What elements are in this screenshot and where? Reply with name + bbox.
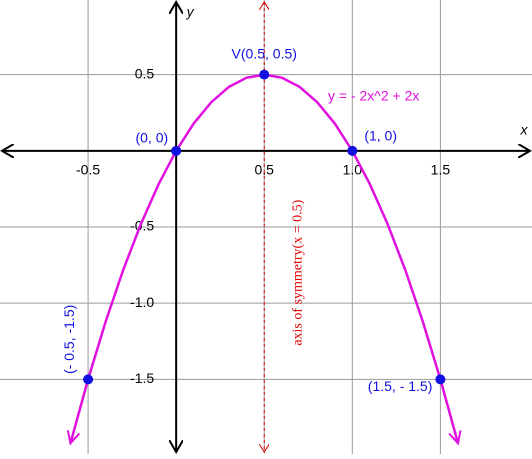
x-tick-label: -0.5 xyxy=(76,162,100,178)
y-tick-label: 0.5 xyxy=(135,65,155,81)
point-label: (1.5, - 1.5) xyxy=(368,378,433,394)
y-tick-label: -1.0 xyxy=(130,294,154,310)
x-tick-label: 0.5 xyxy=(255,162,275,178)
point xyxy=(435,374,446,385)
point-label: (0, 0) xyxy=(135,130,168,146)
point-label: (- 0.5, -1.5) xyxy=(61,305,77,374)
point xyxy=(347,145,358,156)
point-label: (1, 0) xyxy=(364,128,397,144)
point xyxy=(171,145,182,156)
y-axis-label: y xyxy=(186,4,195,20)
x-axis-label: x xyxy=(520,122,529,138)
point-label: V(0.5, 0.5) xyxy=(232,45,297,61)
y-tick-label: -1.5 xyxy=(130,370,154,386)
curve-label: y = - 2x^2 + 2x xyxy=(328,88,419,104)
point xyxy=(83,374,94,385)
x-tick-label: 1.0 xyxy=(343,162,363,178)
symmetry-label: axis of symmetry(x = 0.5) xyxy=(290,199,305,345)
x-tick-label: 1.5 xyxy=(431,162,451,178)
y-tick-label: -0.5 xyxy=(130,218,154,234)
point xyxy=(259,69,270,80)
